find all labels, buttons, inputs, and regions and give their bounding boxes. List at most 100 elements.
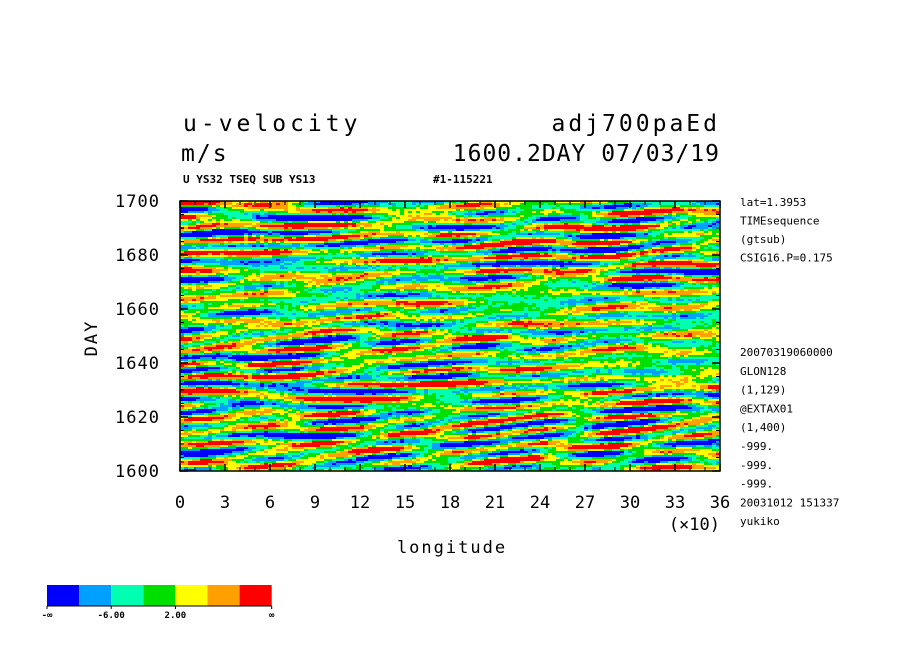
heatmap-cell bbox=[460, 243, 464, 245]
heatmap-cell bbox=[508, 211, 512, 213]
heatmap-cell bbox=[568, 227, 572, 229]
heatmap-cell bbox=[192, 241, 196, 243]
heatmap-cell bbox=[420, 231, 424, 233]
heatmap-cell bbox=[232, 265, 236, 267]
heatmap-cell bbox=[396, 235, 400, 237]
heatmap-cell bbox=[336, 213, 340, 215]
heatmap-cell bbox=[548, 249, 552, 251]
heatmap-cell bbox=[436, 243, 440, 245]
heatmap-cell bbox=[408, 227, 412, 229]
heatmap-cell bbox=[208, 221, 212, 223]
heatmap-cell bbox=[532, 229, 536, 231]
heatmap-cell bbox=[280, 259, 284, 261]
heatmap-cell bbox=[332, 239, 336, 241]
heatmap-cell bbox=[644, 271, 648, 273]
heatmap-cell bbox=[676, 249, 680, 251]
heatmap-cell bbox=[232, 269, 236, 271]
heatmap-cell bbox=[460, 255, 464, 257]
heatmap-cell bbox=[636, 219, 640, 221]
heatmap-cell bbox=[584, 269, 588, 271]
heatmap-cell bbox=[212, 213, 216, 215]
heatmap-cell bbox=[612, 247, 616, 249]
heatmap-cell bbox=[264, 273, 268, 275]
heatmap-cell bbox=[500, 247, 504, 249]
heatmap-cell bbox=[348, 209, 352, 211]
heatmap-cell bbox=[340, 205, 344, 207]
heatmap-cell bbox=[236, 267, 240, 269]
heatmap-cell bbox=[296, 215, 300, 217]
heatmap-cell bbox=[240, 265, 244, 267]
heatmap-cell bbox=[704, 227, 708, 229]
heatmap-cell bbox=[196, 209, 200, 211]
heatmap-cell bbox=[648, 215, 652, 217]
heatmap-cell bbox=[448, 223, 452, 225]
heatmap-cell bbox=[304, 261, 308, 263]
heatmap-cell bbox=[212, 211, 216, 213]
heatmap-cell bbox=[592, 261, 596, 263]
heatmap-cell bbox=[448, 235, 452, 237]
heatmap-cell bbox=[696, 267, 700, 269]
heatmap-cell bbox=[376, 209, 380, 211]
heatmap-cell bbox=[228, 265, 232, 267]
heatmap-cell bbox=[532, 261, 536, 263]
heatmap-cell bbox=[308, 243, 312, 245]
heatmap-cell bbox=[376, 221, 380, 223]
heatmap-cell bbox=[232, 235, 236, 237]
heatmap-cell bbox=[636, 217, 640, 219]
heatmap-cell bbox=[300, 219, 304, 221]
heatmap-cell bbox=[280, 273, 284, 275]
heatmap-cell bbox=[536, 247, 540, 249]
heatmap-cell bbox=[648, 211, 652, 213]
heatmap-cell bbox=[416, 215, 420, 217]
heatmap-cell bbox=[336, 259, 340, 261]
heatmap-cell bbox=[484, 235, 488, 237]
heatmap-cell bbox=[600, 235, 604, 237]
heatmap-cell bbox=[536, 221, 540, 223]
heatmap-cell bbox=[404, 269, 408, 271]
heatmap-cell bbox=[500, 241, 504, 243]
heatmap-cell bbox=[532, 221, 536, 223]
heatmap-cell bbox=[264, 267, 268, 269]
heatmap-cell bbox=[368, 261, 372, 263]
heatmap-cell bbox=[360, 215, 364, 217]
heatmap-cell bbox=[504, 273, 508, 275]
heatmap-cell bbox=[536, 213, 540, 215]
heatmap-cell bbox=[636, 207, 640, 209]
heatmap-cell bbox=[520, 243, 524, 245]
heatmap-cell bbox=[712, 211, 716, 213]
heatmap-cell bbox=[212, 259, 216, 261]
heatmap-cell bbox=[340, 233, 344, 235]
heatmap-cell bbox=[304, 233, 308, 235]
heatmap-cell bbox=[588, 249, 592, 251]
heatmap-cell bbox=[624, 221, 628, 223]
heatmap-cell bbox=[580, 267, 584, 269]
heatmap-cell bbox=[368, 217, 372, 219]
heatmap-cell bbox=[216, 263, 220, 265]
heatmap-cell bbox=[656, 265, 660, 267]
heatmap-cell bbox=[276, 201, 280, 203]
heatmap-cell bbox=[312, 241, 316, 243]
heatmap-cell bbox=[580, 207, 584, 209]
heatmap-cell bbox=[380, 263, 384, 265]
heatmap-cell bbox=[372, 241, 376, 243]
heatmap-cell bbox=[244, 233, 248, 235]
heatmap-cell bbox=[540, 217, 544, 219]
heatmap-cell bbox=[628, 245, 632, 247]
heatmap-cell bbox=[316, 227, 320, 229]
heatmap-cell bbox=[636, 267, 640, 269]
heatmap-cell bbox=[500, 255, 504, 257]
heatmap-cell bbox=[336, 223, 340, 225]
heatmap-cell bbox=[552, 245, 556, 247]
heatmap-cell bbox=[256, 267, 260, 269]
heatmap-cell bbox=[360, 265, 364, 267]
heatmap-cell bbox=[500, 227, 504, 229]
heatmap-cell bbox=[624, 213, 628, 215]
heatmap-cell bbox=[372, 235, 376, 237]
heatmap-cell bbox=[280, 253, 284, 255]
heatmap-cell bbox=[340, 215, 344, 217]
heatmap-cell bbox=[392, 243, 396, 245]
heatmap-cell bbox=[560, 225, 564, 227]
heatmap-cell bbox=[552, 255, 556, 257]
heatmap-cell bbox=[348, 205, 352, 207]
heatmap-cell bbox=[488, 241, 492, 243]
